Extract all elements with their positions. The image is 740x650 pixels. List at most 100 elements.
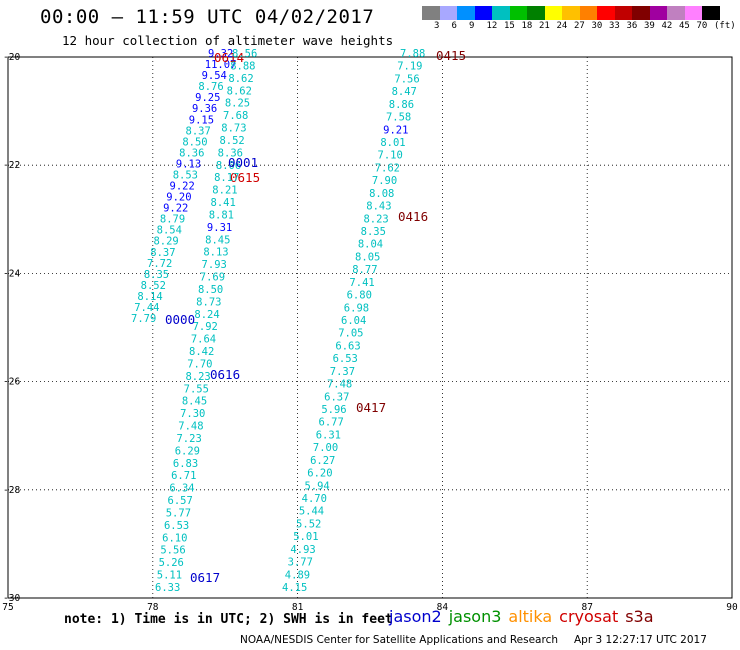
scale-label: 39 [644,21,655,31]
satellite-legend-altika: altika [508,607,553,626]
satellite-legend-cryosat: cryosat [559,607,619,626]
wave-height-value: 6.77 [319,417,344,429]
scale-label: 21 [539,21,550,31]
scale-label: 24 [556,21,568,31]
wave-height-value: 7.19 [397,61,422,73]
color-scale-swatches [422,6,720,20]
wave-height-value: 6.98 [344,302,369,314]
wave-height-value: 7.10 [378,150,403,162]
wave-height-value: 7.23 [176,433,201,445]
longitude-tick-label: 81 [292,602,304,613]
wave-height-value: 9.54 [202,70,227,82]
scale-swatch [562,6,580,20]
wave-height-value: 7.79 [131,313,156,325]
wave-height-value: 7.64 [191,334,216,346]
map-title: 00:00 – 11:59 UTC 04/02/2017 [40,6,375,28]
scale-swatch [457,6,475,20]
scale-swatch [579,6,597,20]
wave-height-value: 8.24 [194,309,219,321]
wave-height-value: 9.22 [170,181,195,193]
wave-height-value: 6.20 [307,468,332,480]
wave-height-value: 7.58 [386,112,411,124]
generation-timestamp: Apr 3 12:27:17 UTC 2017 [574,634,707,646]
wave-height-value: 8.73 [196,296,221,308]
scale-label: 27 [574,21,585,31]
scale-swatch [614,6,632,20]
wave-height-value: 4.70 [302,493,327,505]
scale-label: (ft) [714,21,736,31]
wave-height-value: 6.53 [333,353,358,365]
wave-height-value: 9.31 [207,222,232,234]
wave-height-value: 8.04 [358,239,383,251]
wave-height-value: 8.76 [198,81,223,93]
scale-swatch [649,6,667,20]
wave-height-value: 5.94 [304,480,329,492]
wave-height-value: 8.88 [230,60,255,72]
scale-label: 12 [486,21,498,31]
credit-text: NOAA/NESDIS Center for Satellite Applica… [240,634,558,646]
scale-label: 6 [451,21,457,31]
wave-height-value: 5.01 [293,531,318,543]
longitude-tick-label: 87 [581,602,592,613]
wave-height-value: 9.20 [166,192,191,204]
wave-height-value: 9.21 [383,124,408,136]
scale-swatch [544,6,562,20]
wave-height-value: 8.23 [363,213,388,225]
wave-height-value: 6.29 [175,445,200,457]
wave-height-value: 8.37 [150,247,175,259]
wave-height-value: 8.53 [173,169,198,181]
wave-height-value: 8.05 [355,251,380,263]
wave-height-value: 6.10 [162,532,187,544]
wave-height-value: 8.62 [228,73,253,85]
wave-height-value: 7.00 [313,442,338,454]
wave-height-value: 8.35 [144,269,169,281]
wave-height-value: 4.93 [290,544,315,556]
scale-swatch [684,6,702,20]
wave-height-value: 8.41 [211,197,236,209]
wave-height-value: 7.90 [372,175,397,187]
wave-height-value: 6.04 [341,315,366,327]
track-hour-label: 0000 [165,312,195,327]
wave-height-value: 7.93 [202,259,227,271]
scale-label: 42 [661,21,673,31]
latitude-tick-label: -20 [3,52,20,63]
color-scale-labels: 3 6 9 12 15 18 21 24 27 30 33 36 39 42 45 70 (ft) [422,20,736,34]
latitude-tick-label: -26 [3,377,20,388]
track-hour-label: 0614 [214,50,244,65]
scale-label: 3 [434,21,440,31]
longitude-tick-label: 78 [147,602,159,613]
wave-height-value: 7.05 [338,328,363,340]
satellite-legend-jason3: jason3 [448,607,502,626]
wave-height-value: 7.72 [147,258,172,270]
track-hour-label: 0415 [436,48,466,63]
scale-swatch [439,6,457,20]
latitude-tick-label: -24 [3,268,20,279]
wave-height-value: 8.23 [185,371,210,383]
wave-height-value: 8.86 [389,99,414,111]
track-hour-label: 0416 [398,209,428,224]
wave-height-value: 8.35 [361,226,386,238]
wave-height-value: 5.44 [299,506,324,518]
wave-height-value: 8.29 [153,236,178,248]
wave-height-value: 8.79 [160,214,185,226]
wave-height-value: 9.25 [195,92,220,104]
wave-height-value: 8.14 [137,291,162,303]
scale-label: 15 [504,21,515,31]
satellite-legend-jason2: jason2 [389,607,442,626]
wave-height-value: 7.62 [375,162,400,174]
scale-swatch [632,6,650,20]
wave-height-value: 8.36 [218,147,243,159]
scale-swatch [702,6,720,20]
wave-height-value: 7.55 [184,383,209,395]
wave-height-value: 9.13 [176,158,201,170]
wave-height-value: 8.06 [216,160,241,172]
track-hour-label: 0001 [228,155,258,170]
wave-height-value: 8.54 [157,225,182,237]
track-hour-label: 0615 [230,170,260,185]
wave-height-value: 8.52 [219,135,244,147]
wave-height-value: 5.96 [321,404,346,416]
wave-height-value: 6.71 [171,470,196,482]
map-frame [7,56,733,599]
wave-height-value: 7.88 [400,48,425,60]
